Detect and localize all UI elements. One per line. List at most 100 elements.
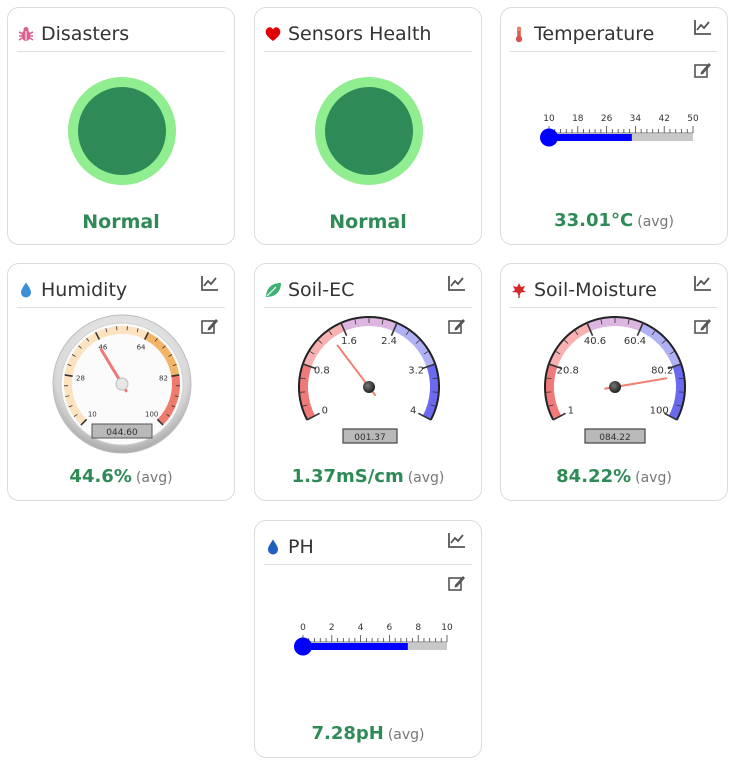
status-text: Normal	[82, 211, 160, 233]
reading-line: 84.22% (avg)	[501, 466, 727, 487]
gauge-display: 084.22	[599, 433, 631, 443]
scale-label: 10	[441, 623, 453, 633]
scale-label: 18	[572, 114, 584, 124]
gauge-tick	[168, 354, 173, 357]
soil-ec-gauge: 0 0.8 1.6 2.4 3.2 4 001.37	[298, 316, 440, 444]
gauge-band	[144, 332, 180, 377]
bug-icon	[17, 25, 35, 43]
card-header: Soil-Moisture	[510, 273, 718, 308]
scale-label: 0	[300, 623, 306, 633]
gauge-label: 28	[76, 374, 85, 382]
chart-icon[interactable]	[200, 274, 220, 292]
card-title: Soil-Moisture	[534, 279, 657, 301]
gauge-tick	[86, 337, 90, 342]
card-header: Disasters	[17, 17, 225, 52]
gauge-tick	[80, 418, 88, 426]
card-header: Humidity	[17, 273, 225, 308]
scale-label: 42	[658, 114, 669, 124]
gauge-tick	[162, 345, 166, 349]
plant-icon	[510, 281, 528, 299]
gauge-tick	[574, 329, 579, 336]
gauge-tick	[415, 339, 421, 344]
status-text: Normal	[329, 211, 407, 233]
gauge-tick	[586, 322, 594, 337]
ph-thermometer: 0 2 4 6 8 10	[294, 623, 453, 656]
gauge-tick	[676, 404, 683, 407]
gauge-tick	[554, 350, 561, 355]
reading-value: 44.6%	[69, 466, 132, 487]
chart-icon[interactable]	[693, 274, 713, 292]
thermo-ticks: 10 18 26 34 42 50	[543, 114, 699, 134]
edit-icon[interactable]	[200, 316, 220, 336]
gauge-tick	[154, 337, 158, 342]
gauge-label: 2.4	[381, 336, 397, 347]
gauge-tick	[547, 404, 554, 407]
gauge-tick	[328, 329, 333, 336]
reading-line: 44.6% (avg)	[8, 466, 234, 487]
gauge-tick	[64, 374, 73, 377]
gauge-tick	[552, 412, 566, 421]
reading-value: 7.28pH	[311, 723, 384, 744]
gauge-label: 40.6	[584, 336, 606, 347]
reading-line: 1.37mS/cm (avg)	[255, 466, 481, 487]
gauge-tick	[171, 374, 180, 377]
gauge-tick	[302, 363, 317, 370]
gauge-tick	[381, 318, 384, 325]
gauge-tick	[430, 404, 437, 407]
ph-card: PH 0 2 4 6 8 10 7.28pH (avg)	[254, 520, 482, 758]
edit-icon[interactable]	[693, 316, 713, 336]
gauge-tick	[78, 345, 82, 349]
gauge-label: 46	[98, 344, 107, 352]
scale-label: 8	[415, 623, 421, 633]
thermo-ticks: 0 2 4 6 8 10	[300, 623, 453, 643]
edit-icon[interactable]	[447, 316, 467, 336]
thermometer-icon	[510, 25, 528, 43]
gauge-tick	[432, 377, 439, 380]
status-indicator	[315, 77, 423, 185]
leaf-icon	[264, 281, 282, 299]
soil-moisture-card: Soil-Moisture 1 20.8 40.6 60.4 80.2 100 084.2…	[500, 263, 728, 501]
thermo-bulb	[294, 637, 312, 656]
gauge-tick	[136, 328, 139, 333]
card-header: PH	[264, 530, 472, 565]
scale-label: 6	[387, 623, 393, 633]
thermo-fill	[549, 134, 632, 141]
gauge-label: 1.6	[341, 336, 357, 347]
gauge-label: 82	[159, 374, 168, 382]
scale-label: 34	[630, 114, 642, 124]
gauge-tick	[667, 363, 682, 370]
chart-icon[interactable]	[447, 274, 467, 292]
gauge-tick	[627, 318, 630, 325]
scale-label: 4	[358, 623, 364, 633]
gauge-label: 0	[322, 405, 328, 416]
soil-moisture-gauge: 1 20.8 40.6 60.4 80.2 100 084.22	[544, 316, 686, 444]
chart-icon[interactable]	[447, 531, 467, 549]
avg-label: (avg)	[387, 727, 425, 743]
gauge-tick	[308, 350, 315, 355]
gauge-tick	[174, 395, 179, 398]
reading-line: 7.28pH (avg)	[255, 723, 481, 744]
gauge-tick	[171, 405, 176, 408]
gauge-tick	[390, 322, 398, 337]
reading-value: 1.37mS/cm	[291, 466, 404, 487]
water-drop-icon	[17, 281, 35, 299]
gauge-tick	[600, 318, 603, 325]
gauge-label: 3.2	[408, 366, 424, 377]
scale-label: 50	[687, 114, 699, 124]
sensors-health-card: Sensors Health Normal	[254, 7, 482, 245]
gauge-tick	[67, 363, 72, 367]
edit-icon[interactable]	[447, 573, 467, 593]
gauge-tick	[354, 318, 357, 325]
gauge-tick	[156, 418, 164, 426]
gauge-tick	[301, 404, 308, 407]
card-title: Disasters	[41, 23, 130, 45]
gauge-tick	[669, 350, 676, 355]
gauge-band	[157, 374, 180, 426]
card-header: Temperature	[510, 17, 718, 52]
edit-icon[interactable]	[693, 60, 713, 80]
chart-icon[interactable]	[693, 18, 713, 36]
gauge-label: 100	[650, 405, 669, 416]
gauge-tick	[65, 395, 70, 398]
gauge-label: 100	[145, 411, 158, 419]
gauge-tick	[172, 363, 177, 367]
